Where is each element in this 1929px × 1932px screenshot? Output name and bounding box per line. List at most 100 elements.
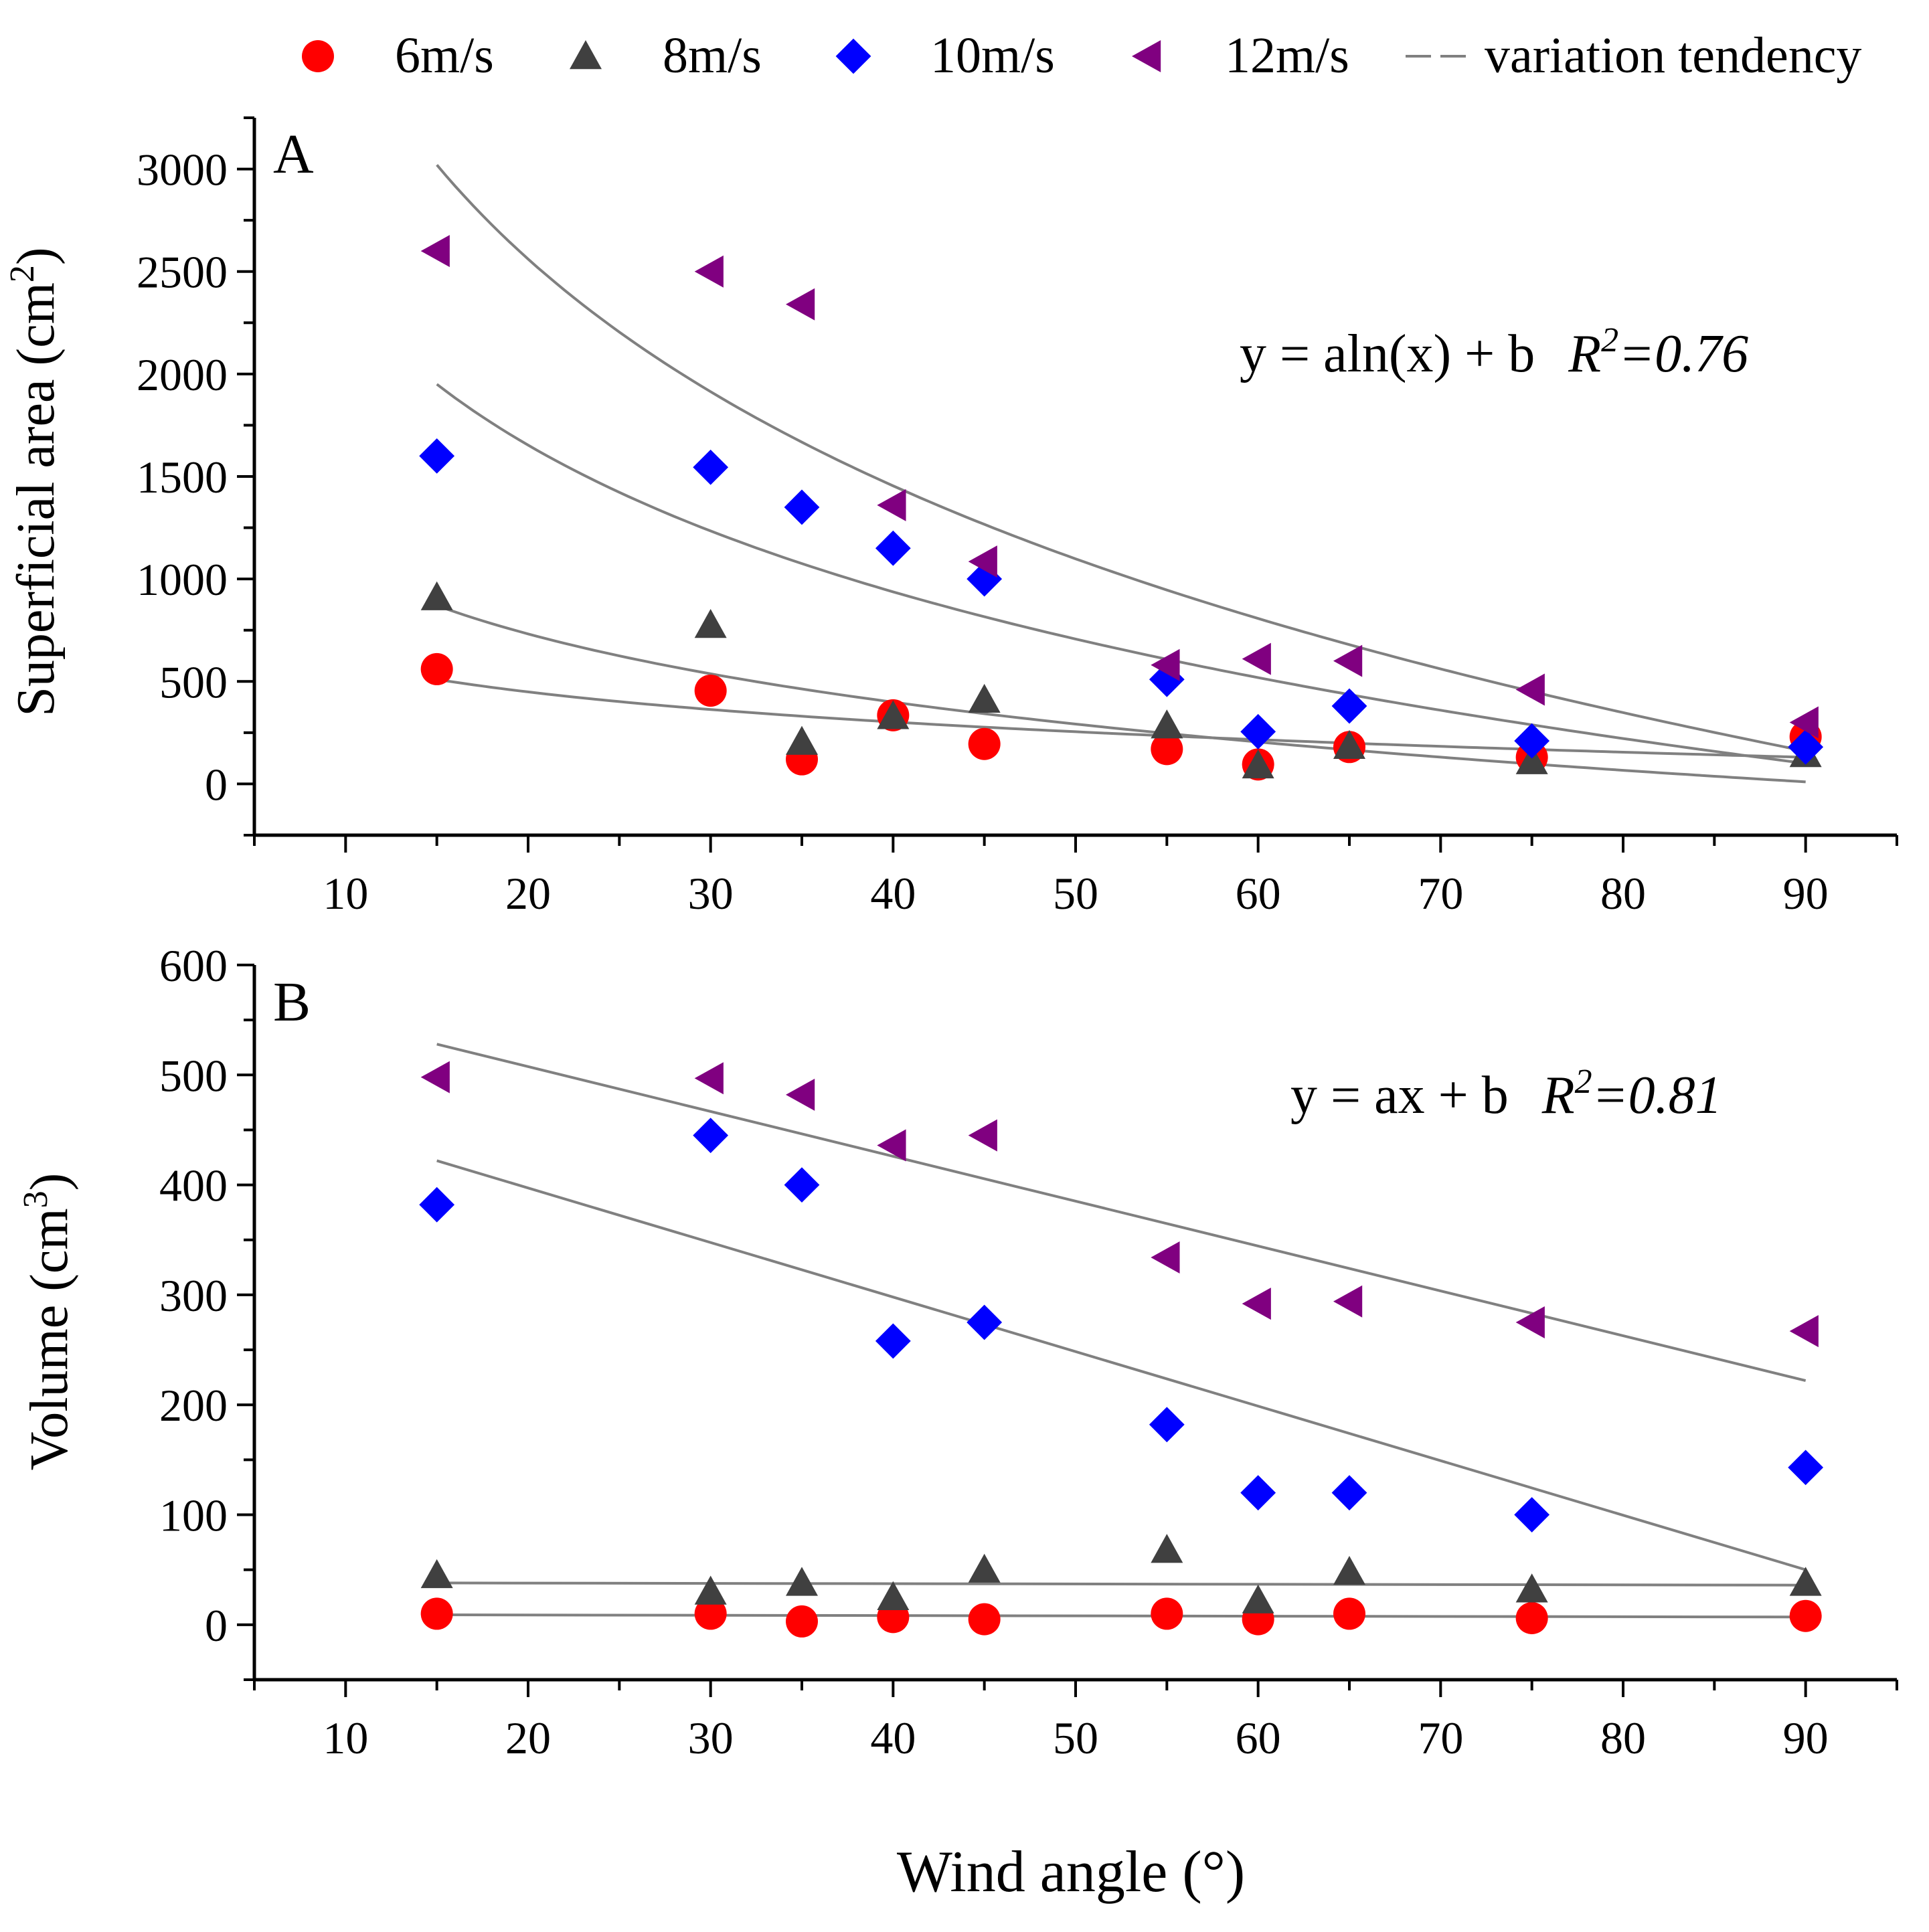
panel-b-point-s10 xyxy=(1788,1450,1824,1486)
legend: 6m/s 8m/s 10m/s 12m/s variation tendency xyxy=(302,27,1861,84)
panel-b-point-s12 xyxy=(877,1129,906,1162)
panel-b-point-s10 xyxy=(1149,1407,1185,1443)
panel-b-point-s12 xyxy=(694,1062,724,1095)
legend-marker-s8 xyxy=(570,40,602,70)
panel-a-point-s6 xyxy=(1151,733,1183,766)
panel-a-x-tick-label: 80 xyxy=(1600,868,1646,919)
panel-a-point-s8 xyxy=(1333,729,1365,759)
panel-b-point-s6 xyxy=(1151,1597,1183,1630)
panel-a-x-tick-label: 30 xyxy=(688,868,734,919)
panel-a-point-s8 xyxy=(1242,749,1274,779)
panel-a-point-s10 xyxy=(967,561,1003,597)
panel-b-point-s10 xyxy=(419,1187,455,1223)
panel-a-x-tick-label: 70 xyxy=(1418,868,1463,919)
panel-b-equation: y = ax + b R2=0.81 xyxy=(1290,1063,1722,1125)
legend-label-s6: 6m/s xyxy=(395,27,494,84)
panel-b-point-s10 xyxy=(1514,1497,1550,1532)
panel-b-point-s10 xyxy=(784,1167,820,1203)
legend-marker-s6 xyxy=(302,40,334,72)
panel-b-trend-line-3 xyxy=(436,1581,1806,1587)
panel-b-x-tick-label: 10 xyxy=(323,1713,368,1763)
panel-b-point-s8 xyxy=(1242,1584,1274,1613)
panel-a-x-tick-label: 40 xyxy=(870,868,916,919)
panel-a-point-s12 xyxy=(968,545,997,578)
panel-b-point-s8 xyxy=(968,1553,1001,1583)
panel-a-point-s6 xyxy=(694,675,727,707)
panel-a-point-s10 xyxy=(1514,723,1550,759)
legend-label-s8: 8m/s xyxy=(663,27,762,84)
panel-b-point-s12 xyxy=(1333,1285,1363,1318)
panel-b-y-tick-label: 300 xyxy=(159,1270,228,1321)
panel-b-point-s6 xyxy=(968,1603,1001,1636)
panel-a-point-s10 xyxy=(875,530,911,566)
panel-a-trend-line-4 xyxy=(436,678,1806,759)
panel-a-trend-line-1 xyxy=(436,164,1807,753)
panel-b-point-s10 xyxy=(1240,1475,1276,1511)
panel-b-point-s8 xyxy=(1515,1573,1548,1603)
panel-a-x-tick-label: 50 xyxy=(1053,868,1098,919)
panel-b-point-s8 xyxy=(877,1581,910,1610)
panel-b-point-s8 xyxy=(1151,1534,1183,1563)
panel-b-trend-line-1 xyxy=(436,1043,1807,1383)
panel-a-point-s10 xyxy=(1240,713,1276,750)
panel-a-point-s8 xyxy=(1151,709,1183,739)
panel-b-point-s8 xyxy=(420,1559,453,1589)
panel-b-point-s12 xyxy=(1515,1306,1545,1338)
panel-a-y-tick-label: 1000 xyxy=(137,554,228,605)
panel-a-point-s8 xyxy=(786,725,818,755)
panel-a-x-tick-label: 90 xyxy=(1783,868,1829,919)
panel-b-point-s6 xyxy=(1333,1597,1365,1630)
panel-a-point-s6 xyxy=(420,652,453,685)
panel-a-point-s10 xyxy=(1149,661,1185,697)
panel-b-y-tick-label: 0 xyxy=(205,1600,228,1651)
panel-b-point-s10 xyxy=(875,1323,911,1359)
panel-a-point-s12 xyxy=(694,255,724,288)
panel-a-point-s10 xyxy=(1788,729,1824,765)
panel-a-x-tick-label: 10 xyxy=(323,868,368,919)
panel-b-point-s6 xyxy=(694,1597,727,1630)
panel-b-point-s10 xyxy=(693,1118,729,1154)
panel-b-point-s12 xyxy=(1151,1241,1180,1274)
panel-b-point-s6 xyxy=(1515,1601,1548,1634)
legend-marker-s10 xyxy=(835,38,871,74)
panel-a-point-s10 xyxy=(419,438,455,474)
panel-a-point-s8 xyxy=(420,581,453,610)
panel-b-point-s8 xyxy=(694,1575,727,1605)
panel-b-point-s12 xyxy=(420,1061,450,1093)
panel-a-trend-line-2 xyxy=(436,383,1806,765)
panel-b-point-s8 xyxy=(1789,1567,1822,1596)
panel-b-y-tick-label: 200 xyxy=(159,1380,228,1431)
panel-a-x-tick-label: 60 xyxy=(1236,868,1281,919)
panel-a-y-tick-label: 500 xyxy=(159,656,228,707)
panel-a-point-s12 xyxy=(1151,648,1180,681)
panel-b-trend-line-4 xyxy=(436,1613,1806,1619)
panel-b-x-tick-label: 70 xyxy=(1418,1713,1463,1763)
panel-b-y-tick-label: 100 xyxy=(159,1490,228,1541)
panel-b-x-tick-label: 20 xyxy=(505,1713,551,1763)
panel-a-y-tick-label: 1500 xyxy=(137,452,228,503)
panel-b-x-tick-label: 30 xyxy=(688,1713,734,1763)
legend-label-s12: 12m/s xyxy=(1225,27,1349,84)
panel-b-label: B xyxy=(273,971,311,1033)
panel-a-x-tick-label: 20 xyxy=(505,868,551,919)
panel-a-equation: y = aln(x) + b R2=0.76 xyxy=(1240,321,1748,383)
panel-a-trend-line-3 xyxy=(436,604,1806,784)
legend-marker-s12 xyxy=(1132,40,1161,72)
panel-b-point-s10 xyxy=(1331,1475,1367,1511)
panel-a-y-tick-label: 2500 xyxy=(137,247,228,298)
panel-b-point-s12 xyxy=(1242,1288,1271,1320)
panel-a-point-s8 xyxy=(877,700,910,729)
legend-label-trend: variation tendency xyxy=(1485,27,1861,84)
panel-b-point-s12 xyxy=(1789,1315,1819,1348)
panel-a-point-s12 xyxy=(420,235,450,268)
panel-a-y-tick-label: 2000 xyxy=(137,349,228,400)
panel-a-point-s8 xyxy=(694,609,727,638)
panel-b-x-tick-label: 50 xyxy=(1053,1713,1098,1763)
panel-b-trend-line-2 xyxy=(436,1159,1807,1571)
panel-b-x-tick-label: 40 xyxy=(870,1713,916,1763)
legend-label-s10: 10m/s xyxy=(930,27,1055,84)
panel-b-point-s8 xyxy=(786,1567,818,1596)
panel-b-x-tick-label: 60 xyxy=(1236,1713,1281,1763)
